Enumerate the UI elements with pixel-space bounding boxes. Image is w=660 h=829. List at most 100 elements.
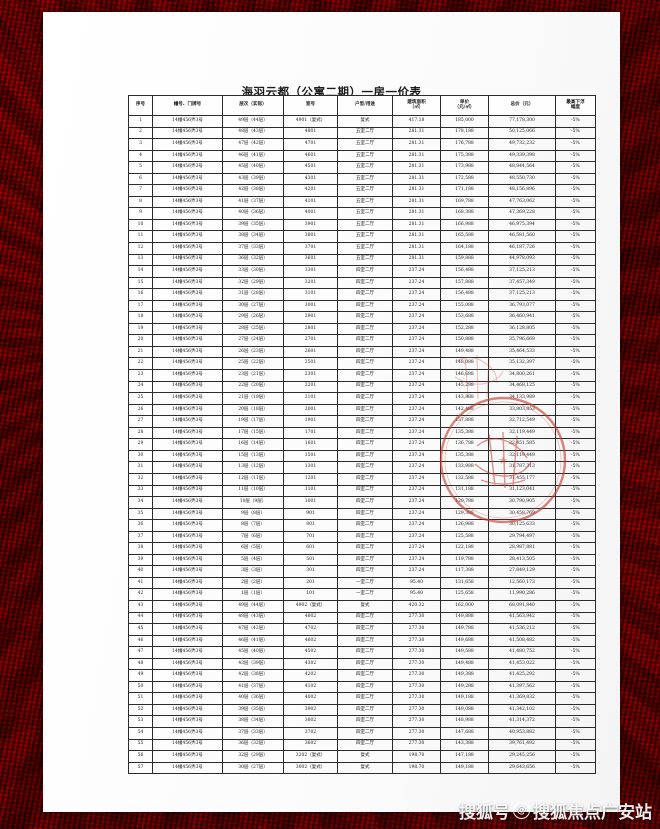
cell-building: 14幢456弄3号 bbox=[152, 634, 223, 648]
cell-layout: 四室二厅 bbox=[337, 276, 393, 290]
cell-discount: -5% bbox=[555, 426, 596, 440]
cell-unit_price: 156,488 bbox=[440, 288, 489, 301]
cell-area: 237.24 bbox=[392, 565, 441, 578]
cell-layout: 五室二厅 bbox=[337, 242, 393, 255]
cell-building: 14幢456弄3号 bbox=[152, 519, 223, 532]
cell-building: 14幢456弄3号 bbox=[152, 599, 223, 613]
cell-discount: -5% bbox=[555, 623, 596, 636]
cell-room: 101 bbox=[283, 588, 338, 601]
cell-area: 237.24 bbox=[392, 369, 441, 382]
cell-unit_price: 149,488 bbox=[440, 657, 489, 671]
table-row: 3 14幢456弄3号 47层（42层） 4701 五室二厅 281.31 176,788 4… bbox=[128, 138, 596, 151]
watermark-prefix: 搜狐号 bbox=[459, 803, 510, 823]
table-row: 12 14幢456弄3号 37层（33层） 3701 五室二厅 281.31 164,188… bbox=[128, 242, 596, 255]
column-header-floor-label: 层次（实际） bbox=[239, 102, 267, 108]
cell-seq: 36 bbox=[128, 519, 153, 532]
cell-layout: 复式 bbox=[337, 761, 393, 775]
cell-room: 4301 bbox=[283, 172, 338, 186]
cell-area: 237.24 bbox=[392, 415, 441, 428]
document-page: 海羽云都（公寓二期）一房一价表 序号 幢号、门牌号 bbox=[43, 12, 620, 812]
cell-total_price: 12,560,173 bbox=[488, 576, 556, 590]
cell-discount: -5% bbox=[555, 461, 596, 474]
cell-unit_price: 135,388 bbox=[440, 449, 489, 463]
cell-seq: 25 bbox=[128, 392, 153, 405]
cell-unit_price: 145,288 bbox=[440, 380, 489, 394]
cell-floor: 37层（33层） bbox=[222, 727, 284, 740]
cell-discount: -5% bbox=[555, 599, 596, 613]
cell-unit_price: 132,588 bbox=[440, 472, 489, 486]
cell-building: 14幢456弄3号 bbox=[152, 565, 223, 578]
cell-layout: 四室二厅 bbox=[337, 380, 393, 394]
cell-unit_price: 125,658 bbox=[440, 588, 489, 601]
cell-room: 801 bbox=[283, 519, 338, 532]
cell-building: 14幢456弄3号 bbox=[152, 276, 223, 290]
cell-layout: 一室二厅 bbox=[337, 576, 393, 590]
cell-floor: 6层（5层） bbox=[222, 542, 284, 555]
cell-room: 4101 bbox=[283, 195, 338, 209]
cell-seq: 41 bbox=[128, 576, 153, 590]
cell-total_price: 41,342,102 bbox=[488, 703, 556, 717]
cell-area: 237.24 bbox=[392, 334, 441, 347]
cell-floor: 38层（34层） bbox=[222, 715, 284, 728]
cell-building: 14幢456弄3号 bbox=[152, 553, 223, 567]
table-body: 1 14幢456弄3号 49层（44层） 4901（复式） 复式 417.18 185,00… bbox=[128, 115, 596, 775]
cell-discount: -5% bbox=[555, 172, 596, 186]
cell-floor: 49层（44层） bbox=[222, 599, 284, 613]
table-row: 15 14幢456弄3号 32层（29层） 3201 四室二厅 237.24 157,888… bbox=[128, 276, 596, 290]
table-row: 19 14幢456弄3号 28层（25层） 2801 四室二厅 237.24 152,288… bbox=[128, 322, 596, 336]
cell-total_price: 41,369,832 bbox=[488, 692, 556, 705]
cell-unit_price: 178,188 bbox=[440, 126, 489, 140]
cell-layout: 四室二厅 bbox=[337, 415, 393, 428]
cell-unit_price: 147,688 bbox=[440, 727, 489, 740]
cell-discount: -5% bbox=[555, 392, 596, 405]
cell-room: 4501 bbox=[283, 161, 338, 174]
cell-total_price: 49,339,398 bbox=[488, 149, 556, 163]
cell-building: 14幢456弄3号 bbox=[152, 530, 223, 544]
cell-unit_price: 149,888 bbox=[440, 611, 489, 625]
cell-area: 281.31 bbox=[392, 184, 441, 197]
cell-seq: 8 bbox=[128, 195, 153, 209]
cell-seq: 34 bbox=[128, 496, 153, 509]
cell-total_price: 30,458,769 bbox=[488, 507, 556, 521]
cell-area: 281.31 bbox=[392, 161, 441, 174]
table-row: 23 14幢456弄3号 23层（21层） 2301 四室二厅 237.24 146,688… bbox=[128, 369, 596, 382]
cell-layout: 四室二厅 bbox=[337, 634, 393, 648]
cell-discount: -5% bbox=[555, 380, 596, 394]
cell-unit_price: 149,688 bbox=[440, 634, 489, 648]
cell-layout: 四室二厅 bbox=[337, 657, 393, 671]
cell-total_price: 32,451,585 bbox=[488, 438, 556, 451]
cell-unit_price: 166,988 bbox=[440, 218, 489, 232]
cell-seq: 29 bbox=[128, 438, 153, 451]
cell-seq: 33 bbox=[128, 484, 153, 498]
cell-discount: -5% bbox=[555, 669, 596, 682]
cell-total_price: 41,397,562 bbox=[488, 680, 556, 694]
cell-floor: 41层（37层） bbox=[222, 195, 284, 209]
cell-total_price: 77,178,300 bbox=[488, 115, 556, 128]
cell-building: 14幢456弄3号 bbox=[152, 588, 223, 601]
cell-layout: 复式 bbox=[337, 750, 393, 763]
cell-total_price: 48,944,564 bbox=[488, 161, 556, 174]
cell-total_price: 30,125,633 bbox=[488, 519, 556, 532]
cell-room: 1601 bbox=[283, 438, 338, 451]
cell-building: 14幢456弄3号 bbox=[152, 115, 223, 128]
cell-area: 95.40 bbox=[392, 588, 441, 601]
cell-building: 14幢456弄3号 bbox=[152, 449, 223, 463]
cell-discount: -5% bbox=[555, 588, 596, 601]
cell-total_price: 35,132,397 bbox=[488, 357, 556, 371]
cell-room: 3801 bbox=[283, 230, 338, 243]
cell-room: 3902 bbox=[283, 703, 338, 717]
cell-discount: -5% bbox=[555, 218, 596, 232]
cell-seq: 26 bbox=[128, 403, 153, 417]
cell-discount: -5% bbox=[555, 750, 596, 763]
cell-layout: 五室二厅 bbox=[337, 218, 393, 232]
cell-layout: 四室二厅 bbox=[337, 403, 393, 417]
cell-area: 237.24 bbox=[392, 299, 441, 313]
cell-unit_price: 131,188 bbox=[440, 484, 489, 498]
cell-seq: 21 bbox=[128, 345, 153, 359]
cell-area: 277.30 bbox=[392, 646, 441, 659]
cell-unit_price: 142,488 bbox=[440, 403, 489, 417]
cell-discount: -5% bbox=[555, 680, 596, 694]
cell-area: 281.31 bbox=[392, 218, 441, 232]
cell-layout: 五室二厅 bbox=[337, 172, 393, 186]
cell-area: 277.30 bbox=[392, 657, 441, 671]
